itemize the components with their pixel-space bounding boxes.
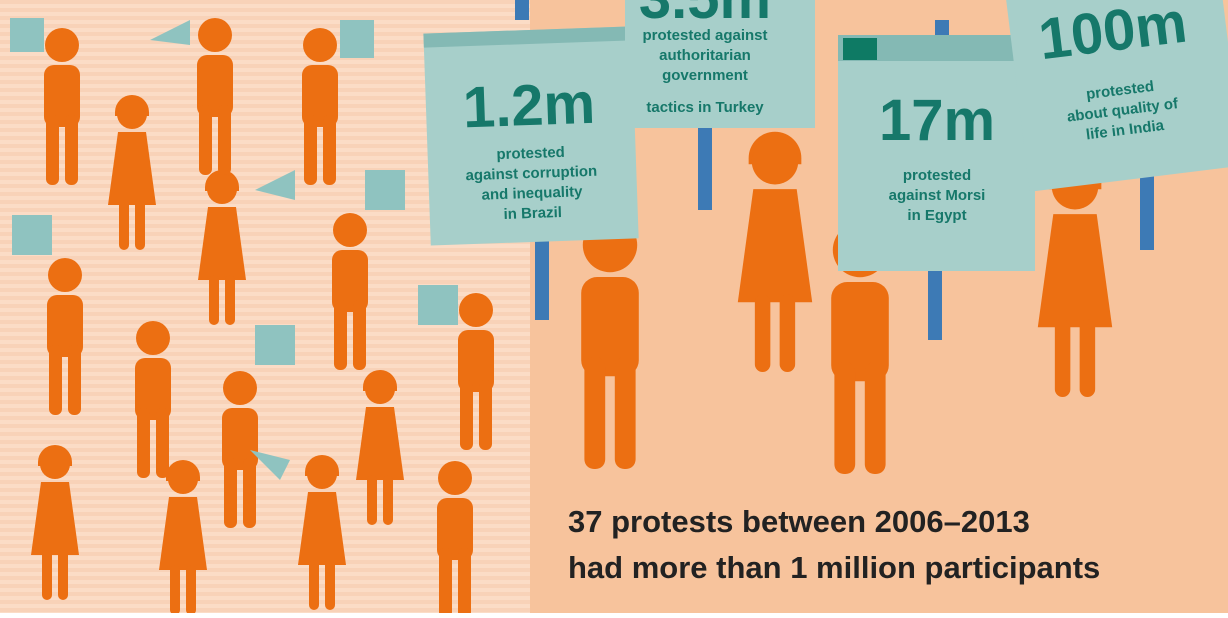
- headline: 37 protests between 2006–2013: [568, 504, 1030, 539]
- infographic: 1.2mprotestedagainst corruptionand inequ…: [0, 0, 1228, 613]
- sign-text: protested: [496, 144, 565, 163]
- sign-value: 17m: [879, 88, 995, 153]
- sign-value: 1.2m: [462, 71, 596, 141]
- sign-text: in Egypt: [907, 207, 966, 224]
- sign-text: and inequality: [481, 183, 583, 204]
- sign-text: in Brazil: [503, 204, 562, 223]
- sign-text: government: [662, 67, 748, 84]
- page: {"signs": [ {"value": "1.2m", "lines": […: [0, 0, 1228, 613]
- sign-text: protested: [903, 167, 971, 184]
- sign-egypt: [838, 35, 1035, 271]
- sign-text: authoritarian: [659, 47, 751, 64]
- sign-text: against Morsi: [889, 187, 986, 204]
- sign-text: protested against: [642, 27, 767, 44]
- sign-text: tactics in Turkey: [646, 99, 764, 116]
- headline: had more than 1 million participants: [568, 550, 1100, 585]
